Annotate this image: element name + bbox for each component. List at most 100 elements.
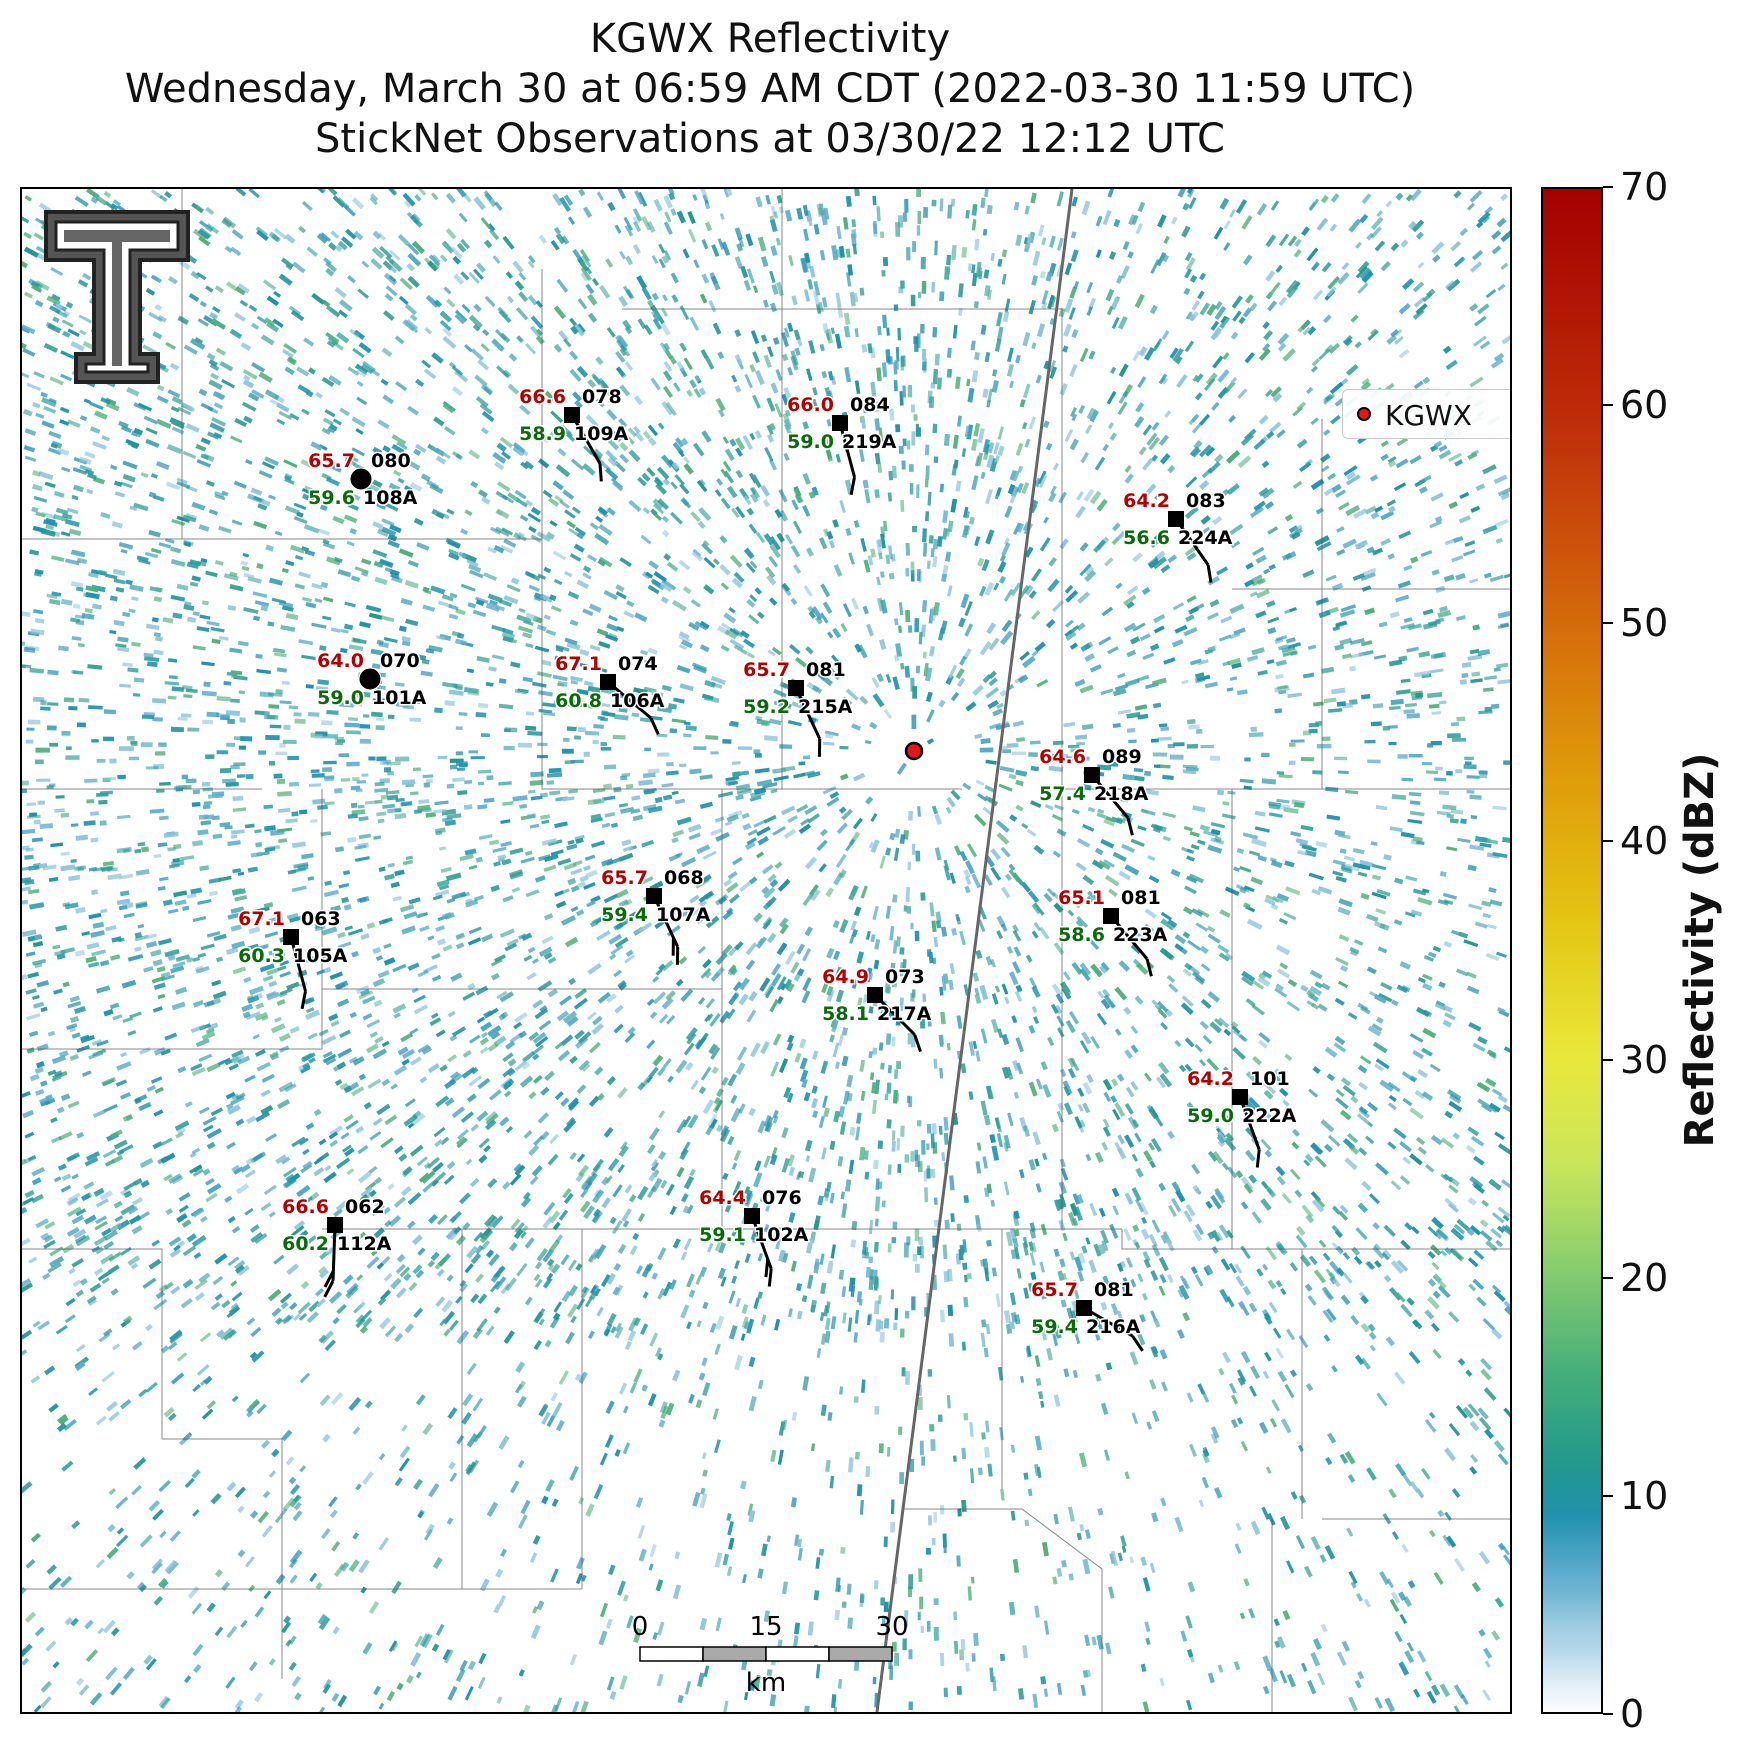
station-dewpoint: 57.4 — [1039, 783, 1086, 805]
colorbar-tick — [1603, 1276, 1613, 1279]
station-temperature: 64.6 — [1039, 746, 1086, 768]
colorbar-tick — [1603, 622, 1613, 625]
station-marker — [600, 674, 616, 690]
station-direction: 068 — [664, 867, 704, 889]
highway-line — [875, 189, 1074, 1712]
station-direction: 078 — [582, 386, 622, 408]
station-direction: 070 — [380, 650, 420, 672]
station-marker — [349, 467, 373, 491]
wind-barb-flag — [764, 1259, 770, 1278]
station-temperature: 66.6 — [282, 1196, 329, 1218]
station-id: 101A — [372, 687, 427, 709]
wind-barb-216A — [1083, 1306, 1134, 1338]
station-219A[interactable]: 66.0 084 59.0 219A — [786, 393, 898, 496]
station-dewpoint: 56.6 — [1123, 527, 1170, 549]
university-logo — [44, 210, 190, 384]
station-temperature: 65.7 — [308, 450, 355, 472]
station-direction: 084 — [850, 394, 890, 416]
station-216A[interactable]: 65.7 081 59.4 216A — [1030, 1278, 1144, 1352]
colorbar-tick-label: 0 — [1620, 1692, 1645, 1736]
station-temperature: 64.2 — [1123, 490, 1170, 512]
legend-marker-icon — [1357, 407, 1371, 421]
colorbar-tick — [1603, 186, 1613, 188]
colorbar-tick-label: 10 — [1620, 1473, 1669, 1518]
station-temperature: 65.7 — [601, 867, 648, 889]
station-marker — [283, 929, 299, 945]
station-id: 106A — [610, 690, 665, 712]
station-temperature: 64.4 — [699, 1187, 746, 1209]
colorbar-tick — [1603, 404, 1613, 407]
station-dewpoint: 58.6 — [1058, 924, 1105, 946]
station-id: 102A — [754, 1224, 809, 1246]
station-marker — [1084, 767, 1100, 783]
station-marker — [832, 415, 848, 431]
station-direction: 081 — [806, 659, 846, 681]
wind-barb-flag — [1206, 564, 1213, 583]
station-107A[interactable]: 65.7 068 59.4 107A — [600, 866, 712, 965]
station-215A[interactable]: 65.7 081 59.2 215A — [742, 658, 854, 757]
wind-barb-flag — [767, 1268, 773, 1287]
station-id: 218A — [1094, 783, 1149, 805]
station-101A[interactable]: 64.0 070 59.0 101A — [316, 649, 429, 711]
station-dewpoint: 59.2 — [743, 696, 790, 718]
station-id: 108A — [363, 487, 418, 509]
station-direction: 063 — [301, 908, 341, 930]
station-dewpoint: 59.4 — [601, 904, 648, 926]
stations-layer: 66.6 078 58.9 109A 66.0 084 59.0 219A 65.7 080 59.… — [237, 385, 1298, 1352]
station-marker — [564, 407, 580, 423]
station-dewpoint: 60.3 — [238, 945, 285, 967]
station-102A[interactable]: 64.4 076 59.1 102A — [698, 1186, 810, 1287]
station-marker — [327, 1217, 343, 1233]
wind-barb-flag — [1255, 1149, 1261, 1168]
radar-map[interactable]: 66.6 078 58.9 109A 66.0 084 59.0 219A 65.7 080 59.… — [20, 187, 1512, 1714]
station-temperature: 64.0 — [317, 650, 364, 672]
station-id: 217A — [877, 1003, 932, 1025]
station-temperature: 65.7 — [1031, 1279, 1078, 1301]
station-direction: 101 — [1250, 1068, 1290, 1090]
station-222A[interactable]: 64.2 101 59.0 222A — [1186, 1067, 1298, 1168]
station-id: 219A — [842, 431, 897, 453]
wind-barb-109A — [570, 414, 602, 465]
station-218A[interactable]: 64.6 089 57.4 218A — [1038, 745, 1150, 836]
wind-barb-219A — [838, 422, 856, 478]
station-dewpoint: 60.8 — [555, 690, 602, 712]
wind-barb-flag — [849, 476, 856, 496]
station-id: 112A — [337, 1233, 392, 1255]
station-217A[interactable]: 64.9 073 58.1 217A — [821, 965, 933, 1053]
station-direction: 076 — [762, 1187, 802, 1209]
station-112A[interactable]: 66.6 062 60.2 112A — [281, 1195, 393, 1298]
station-108A[interactable]: 65.7 080 59.6 108A — [307, 449, 420, 511]
station-224A[interactable]: 64.2 083 56.6 224A — [1122, 489, 1234, 583]
colorbar-title: Reflectivity (dBZ) — [1677, 752, 1723, 1148]
colorbar-tick-label: 20 — [1620, 1255, 1669, 1300]
station-marker — [1076, 1300, 1092, 1316]
wind-barb-flag — [1145, 958, 1153, 977]
colorbar-tick-label: 70 — [1620, 165, 1669, 209]
scale-tick-15: 15 — [749, 1612, 782, 1642]
station-105A[interactable]: 67.1 063 60.3 105A — [237, 907, 349, 1010]
station-106A[interactable]: 67.1 074 60.8 106A — [554, 652, 666, 736]
station-temperature: 66.6 — [519, 386, 566, 408]
radar-site-marker[interactable] — [904, 741, 924, 761]
station-dewpoint: 60.2 — [282, 1233, 329, 1255]
station-dewpoint: 58.9 — [519, 423, 566, 445]
station-223A[interactable]: 65.1 081 58.6 223A — [1057, 886, 1169, 977]
station-marker — [646, 888, 662, 904]
legend-label: KGWX — [1385, 399, 1472, 432]
colorbar-tick-label: 60 — [1620, 383, 1669, 428]
station-dewpoint: 59.0 — [1187, 1105, 1234, 1127]
station-direction: 080 — [371, 450, 411, 472]
wind-barb-flag — [300, 990, 307, 1010]
colorbar-tick-label: 50 — [1620, 601, 1669, 646]
station-direction: 074 — [618, 653, 658, 675]
map-subtitle-observations: StickNet Observations at 03/30/22 12:12 … — [315, 116, 1225, 162]
station-dewpoint: 58.1 — [822, 1003, 869, 1025]
scale-tick-30: 30 — [875, 1612, 908, 1642]
station-id: 223A — [1113, 924, 1168, 946]
wind-barb-flag — [323, 1280, 335, 1298]
station-marker — [867, 987, 883, 1003]
wind-barb-flag — [913, 1034, 922, 1053]
station-id: 109A — [574, 423, 629, 445]
wind-barb-flag — [1126, 817, 1134, 836]
station-109A[interactable]: 66.6 078 58.9 109A — [518, 385, 630, 482]
